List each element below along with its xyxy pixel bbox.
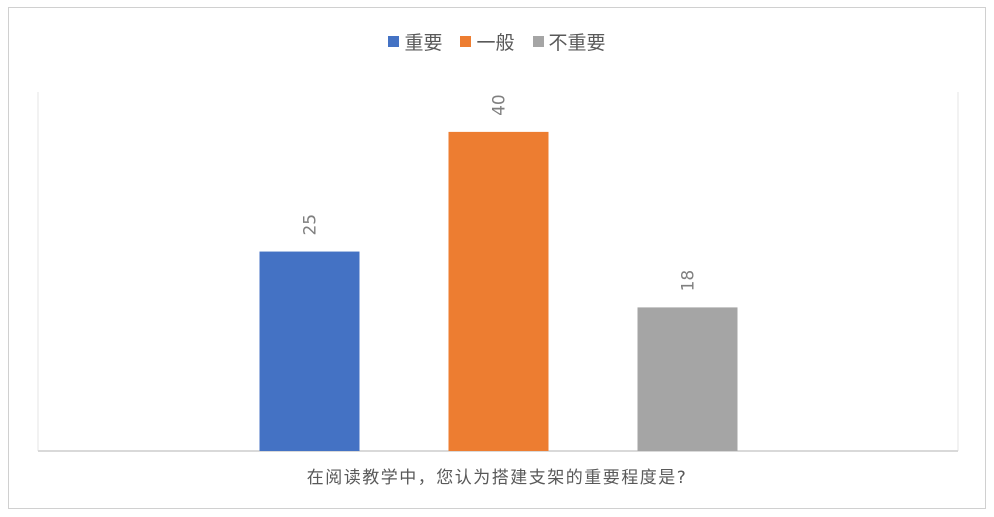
x-axis-category-label: 在阅读教学中，您认为搭建支架的重要程度是?: [0, 463, 994, 488]
data-label-unimportant: 18: [679, 270, 699, 292]
data-label-important: 25: [301, 214, 321, 236]
bar-important: [260, 252, 360, 451]
data-label-average: 40: [490, 94, 510, 116]
bar-unimportant: [638, 307, 738, 451]
bar-average: [449, 132, 549, 451]
